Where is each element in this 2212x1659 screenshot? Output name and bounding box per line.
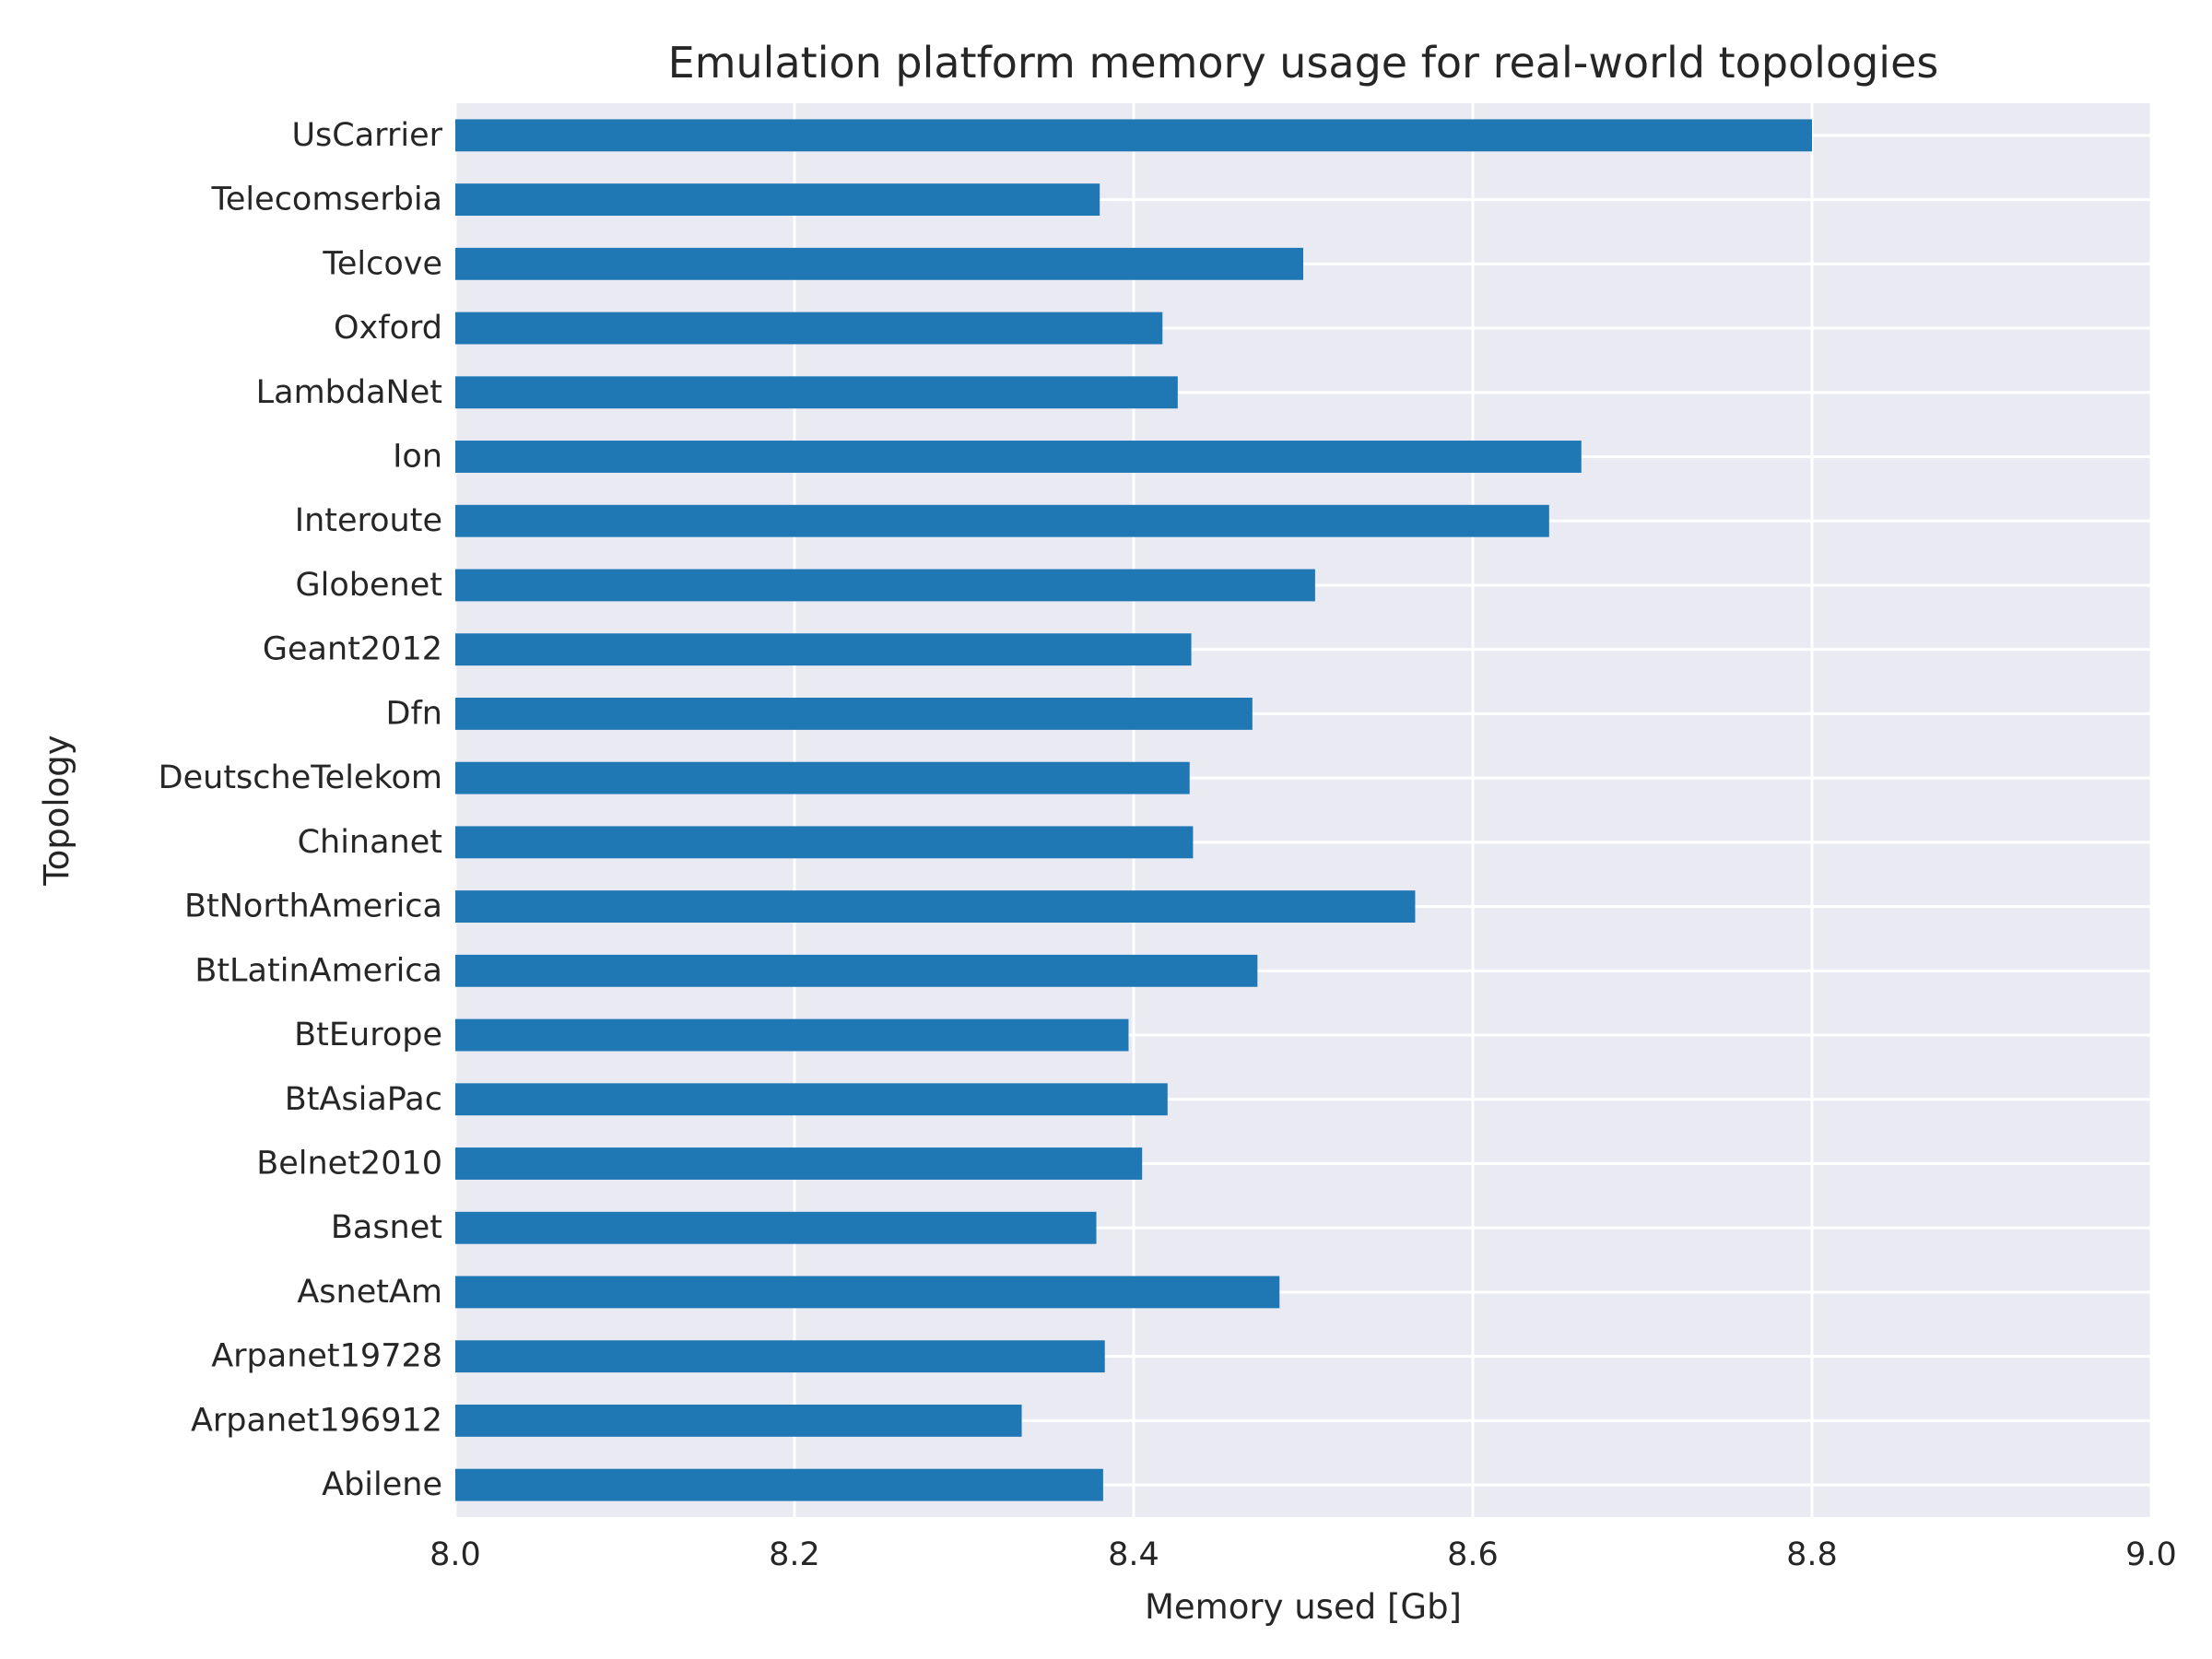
bar-globenet (455, 569, 1315, 602)
x-axis-label: Memory used [Gb] (1145, 1587, 1462, 1627)
bars (455, 119, 1812, 1501)
bar-oxford (455, 312, 1163, 345)
bar-belnet2010 (455, 1147, 1143, 1180)
y-tick-label: BtAsiaPac (285, 1081, 442, 1118)
bar-chinanet (455, 826, 1194, 859)
x-tick-label: 9.0 (2125, 1536, 2177, 1573)
chart-title: Emulation platform memory usage for real… (668, 38, 1939, 88)
y-tick-label: BtNorthAmerica (184, 888, 442, 925)
bar-uscarrier (455, 119, 1812, 152)
bar-asnetam (455, 1276, 1280, 1309)
y-tick-label: Dfn (386, 695, 442, 732)
bar-deutschetelekom (455, 761, 1190, 794)
bar-arpanet19728 (455, 1340, 1105, 1373)
y-tick-label: AsnetAm (297, 1274, 442, 1311)
y-tick-label: DeutscheTelekom (159, 759, 442, 796)
y-tick-label: Belnet2010 (256, 1146, 442, 1182)
y-tick-label: UsCarrier (291, 117, 442, 154)
bar-bteurope (455, 1018, 1129, 1052)
bar-lambdanet (455, 376, 1178, 409)
x-tick-labels: 8.0 8.2 8.4 8.6 8.8 9.0 (429, 1536, 2177, 1573)
y-tick-label: Arpanet19728 (211, 1338, 442, 1375)
bar-telecomserbia (455, 183, 1100, 217)
bar-geant2012 (455, 633, 1192, 666)
y-tick-labels: UsCarrier Telecomserbia Telcove Oxford Lambd… (159, 117, 443, 1503)
y-tick-label: Globenet (296, 567, 442, 604)
bar-basnet (455, 1211, 1097, 1244)
y-tick-label: Ion (393, 439, 442, 476)
y-tick-label: BtLatinAmerica (194, 952, 442, 989)
x-tick-label: 8.2 (769, 1536, 820, 1573)
x-tick-label: 8.0 (429, 1536, 481, 1573)
y-tick-label: Chinanet (298, 824, 442, 861)
bar-abilene (455, 1468, 1103, 1501)
bar-btnorthamerica (455, 890, 1416, 924)
bar-btlatinamerica (455, 954, 1258, 987)
x-tick-label: 8.4 (1108, 1536, 1159, 1573)
bar-btasiapac (455, 1083, 1168, 1116)
y-tick-label: Interoute (295, 502, 442, 539)
bar-dfn (455, 697, 1253, 730)
x-tick-label: 8.6 (1447, 1536, 1499, 1573)
y-tick-label: Telcove (322, 245, 442, 282)
y-axis-label: Topology (37, 735, 76, 886)
y-tick-label: BtEurope (294, 1017, 442, 1053)
y-tick-label: Arpanet196912 (191, 1402, 442, 1439)
bar-arpanet196912 (455, 1404, 1022, 1437)
y-tick-label: Geant2012 (263, 631, 442, 668)
y-tick-label: Telecomserbia (210, 182, 442, 218)
y-tick-label: Abilene (322, 1466, 442, 1503)
bar-ion (455, 441, 1582, 473)
y-tick-label: Basnet (331, 1209, 442, 1246)
y-tick-label: Oxford (334, 310, 442, 347)
x-tick-label: 8.8 (1786, 1536, 1838, 1573)
bar-telcove (455, 247, 1303, 280)
y-tick-label: LambdaNet (256, 374, 442, 411)
bar-interoute (455, 504, 1549, 537)
